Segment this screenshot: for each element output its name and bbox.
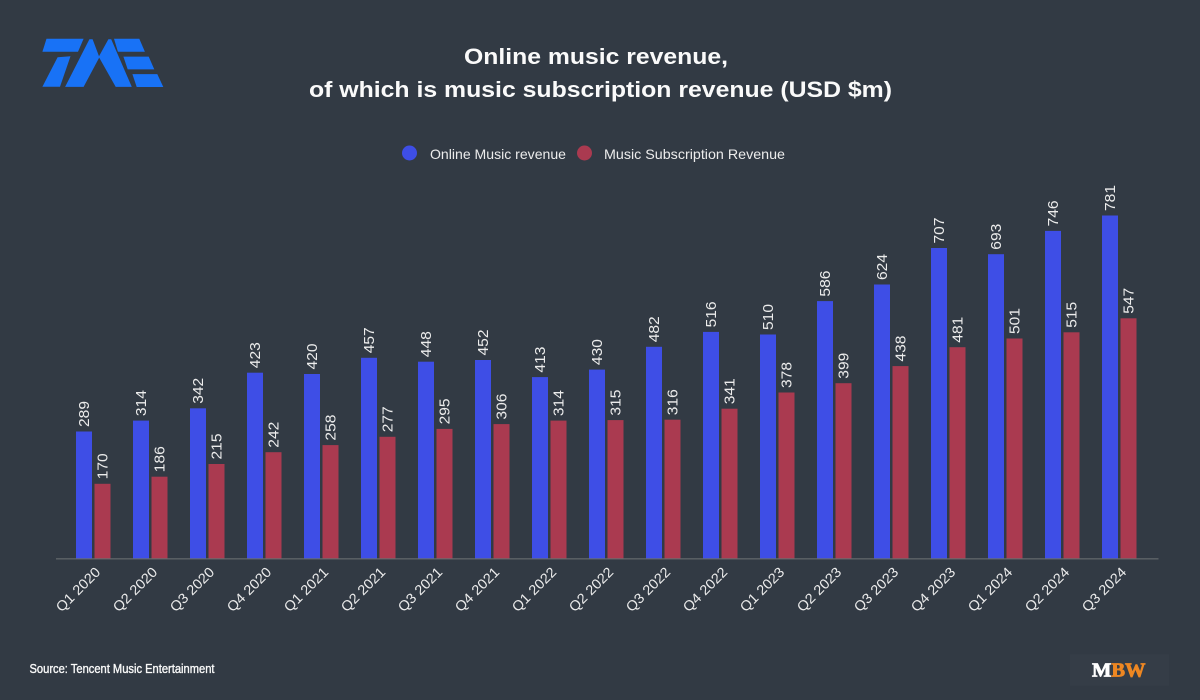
svg-text:448: 448 — [419, 331, 435, 357]
svg-text:438: 438 — [894, 336, 910, 362]
svg-text:399: 399 — [837, 353, 853, 379]
svg-text:515: 515 — [1065, 302, 1081, 328]
svg-text:516: 516 — [704, 301, 720, 327]
svg-text:316: 316 — [666, 389, 682, 415]
svg-text:501: 501 — [1008, 308, 1024, 334]
svg-text:315: 315 — [609, 390, 625, 416]
svg-text:289: 289 — [77, 401, 93, 427]
svg-text:215: 215 — [210, 434, 226, 460]
svg-text:746: 746 — [1046, 200, 1062, 226]
svg-text:Online music revenue,: Online music revenue, — [464, 44, 728, 69]
svg-text:170: 170 — [96, 453, 112, 479]
svg-text:482: 482 — [647, 316, 663, 342]
svg-text:707: 707 — [932, 218, 948, 244]
svg-text:Music Subscription Revenue: Music Subscription Revenue — [604, 146, 785, 162]
svg-text:624: 624 — [875, 254, 891, 280]
svg-text:693: 693 — [989, 224, 1005, 250]
svg-text:423: 423 — [248, 342, 264, 368]
svg-text:342: 342 — [191, 378, 207, 404]
svg-text:481: 481 — [951, 317, 967, 343]
svg-text:413: 413 — [533, 347, 549, 373]
svg-text:295: 295 — [438, 398, 454, 424]
svg-text:314: 314 — [552, 390, 568, 416]
svg-text:Source: Tencent Music Entertai: Source: Tencent Music Entertainment — [30, 661, 215, 676]
svg-text:452: 452 — [476, 330, 492, 356]
svg-text:242: 242 — [267, 422, 283, 448]
svg-text:430: 430 — [590, 339, 606, 365]
svg-text:457: 457 — [362, 327, 378, 353]
svg-text:306: 306 — [495, 394, 511, 420]
svg-text:MBW: MBW — [1092, 660, 1146, 682]
svg-text:547: 547 — [1122, 288, 1138, 314]
svg-text:378: 378 — [780, 362, 796, 388]
svg-text:781: 781 — [1103, 185, 1119, 211]
svg-text:341: 341 — [723, 378, 739, 404]
svg-text:510: 510 — [761, 304, 777, 330]
svg-text:420: 420 — [305, 344, 321, 370]
svg-text:314: 314 — [134, 390, 150, 416]
svg-text:258: 258 — [324, 415, 340, 441]
svg-text:277: 277 — [381, 406, 397, 432]
svg-text:586: 586 — [818, 271, 834, 297]
svg-text:of which is music subscription: of which is music subscription revenue (… — [309, 77, 892, 102]
svg-text:Online Music revenue: Online Music revenue — [430, 146, 566, 162]
svg-text:186: 186 — [153, 446, 169, 472]
